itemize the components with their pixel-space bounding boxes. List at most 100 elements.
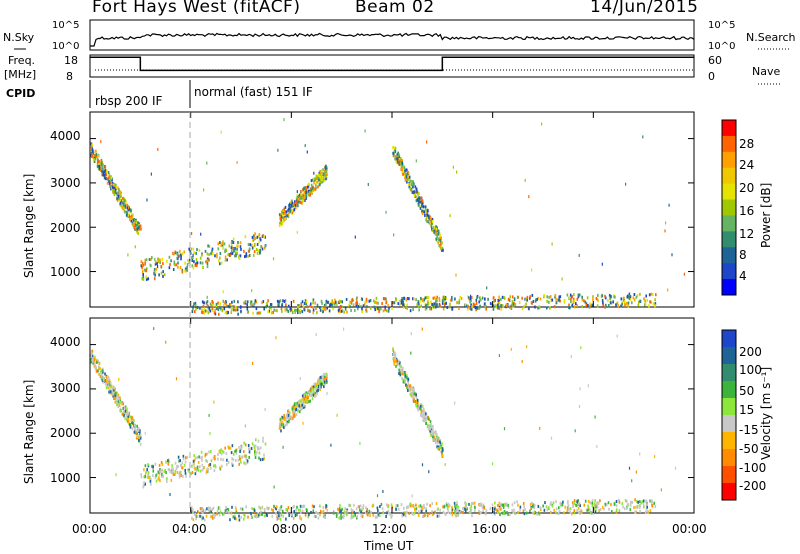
range-gate-cell	[456, 505, 458, 509]
range-gate-cell	[356, 300, 358, 304]
range-gate-cell	[618, 509, 621, 513]
range-gate-cell	[497, 306, 499, 310]
range-gate-cell	[201, 455, 203, 459]
range-gate-cell	[275, 512, 277, 515]
range-gate-cell	[402, 305, 405, 309]
range-gate-cell	[214, 254, 216, 258]
range-gate-cell	[415, 396, 418, 400]
range-gate-cell	[202, 311, 204, 315]
range-gate-cell	[180, 464, 182, 468]
range-gate-cell	[503, 427, 506, 431]
range-gate-cell	[295, 408, 297, 411]
range-gate-cell	[190, 247, 193, 251]
range-gate-cell	[281, 221, 284, 225]
range-gate-cell	[411, 392, 414, 396]
range-gate-cell	[201, 261, 204, 265]
range-gate-cell	[413, 387, 415, 391]
range-gate-cell	[475, 308, 477, 312]
range-gate-cell	[316, 180, 319, 184]
range-gate-cell	[404, 379, 407, 383]
range-gate-cell	[454, 297, 456, 301]
range-gate-cell	[395, 364, 397, 368]
noise-panel-frame	[89, 19, 695, 51]
range-gate-cell	[325, 177, 328, 181]
range-gate-cell	[465, 304, 468, 308]
range-gate-cell	[339, 306, 341, 310]
range-gate-cell	[586, 296, 589, 300]
range-gate-cell	[469, 507, 472, 511]
range-gate-cell	[539, 297, 542, 301]
range-gate-cell	[428, 426, 430, 429]
range-gate-cell	[420, 510, 423, 513]
range-gate-cell	[315, 307, 317, 311]
range-gate-cell	[219, 306, 222, 310]
range-gate-cell	[418, 192, 420, 196]
range-gate-cell	[642, 135, 644, 139]
range-gate-cell	[430, 427, 432, 431]
range-gate-cell	[293, 406, 296, 410]
range-gate-cell	[590, 511, 592, 514]
range-gate-cell	[157, 470, 160, 474]
range-gate-cell	[523, 304, 525, 308]
range-gate-cell	[314, 187, 317, 191]
range-gate-cell	[133, 226, 135, 230]
range-gate-cell	[222, 299, 225, 303]
range-gate-cell	[325, 299, 328, 303]
range-gate-cell	[108, 388, 111, 392]
range-gate-cell	[368, 513, 371, 517]
range-gate-cell	[290, 416, 293, 419]
range-gate-cell	[442, 299, 445, 303]
range-gate-cell	[252, 302, 254, 306]
range-gate-cell	[470, 508, 473, 512]
range-gate-cell	[667, 288, 669, 292]
range-gate-cell	[295, 508, 297, 512]
range-gate-cell	[290, 200, 292, 204]
range-gate-cell	[306, 305, 309, 309]
range-gate-cell	[645, 294, 647, 298]
range-gate-cell	[402, 378, 405, 382]
range-gate-cell	[292, 208, 295, 212]
range-gate-cell	[124, 204, 126, 208]
range-gate-cell	[140, 475, 143, 479]
range-gate-cell	[121, 402, 123, 406]
range-gate-cell	[326, 168, 328, 172]
range-gate-cell	[593, 507, 596, 511]
range-gate-cell	[189, 250, 191, 253]
colorbar-segment	[722, 167, 736, 185]
range-gate-cell	[147, 473, 150, 477]
range-gate-cell	[297, 195, 300, 199]
range-gate-cell	[633, 293, 636, 296]
range-gate-cell	[362, 504, 365, 508]
range-gate-cell	[589, 501, 591, 505]
range-gate-cell	[502, 304, 504, 308]
range-gate-cell	[236, 244, 238, 248]
range-gate-cell	[247, 243, 250, 247]
range-gate-cell	[397, 507, 400, 511]
range-gate-cell	[202, 510, 204, 514]
range-gate-cell	[319, 513, 321, 517]
range-gate-cell	[103, 176, 106, 180]
range-gate-cell	[230, 246, 233, 250]
range-gate-cell	[138, 438, 140, 442]
range-gate-cell	[650, 499, 653, 503]
range-gate-cell	[333, 302, 336, 306]
range-gate-cell	[323, 307, 326, 311]
range-gate-cell	[198, 455, 200, 459]
range-gate-cell	[210, 459, 213, 463]
velocity-tick-200: 200	[739, 345, 762, 359]
range-gate-cell	[448, 305, 451, 309]
range-gate-cell	[517, 510, 519, 514]
range-gate-cell	[452, 165, 454, 169]
range-gate-cell	[307, 396, 309, 400]
range-gate-cell	[644, 510, 647, 514]
range-gate-cell	[301, 201, 303, 205]
range-gate-cell	[602, 505, 604, 509]
range-gate-cell	[195, 517, 197, 521]
range-gate-cell	[500, 304, 503, 308]
range-gate-cell	[398, 362, 400, 366]
range-gate-cell	[312, 509, 315, 513]
range-gate-cell	[643, 505, 645, 509]
range-gate-cell	[181, 466, 183, 470]
range-gate-cell	[343, 514, 345, 517]
range-gate-cell	[440, 445, 443, 449]
